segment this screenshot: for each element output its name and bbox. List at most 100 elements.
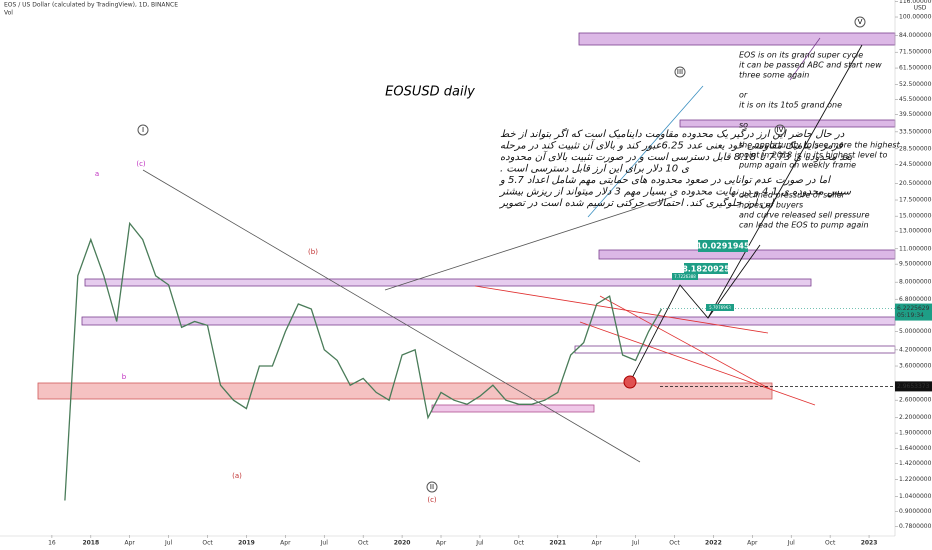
zones <box>37 32 896 413</box>
english-note-line: can lead the EOS to pump again <box>739 221 869 230</box>
y-tick-label: 6.8000000 <box>899 296 932 303</box>
x-tick-label: 2020 <box>394 540 411 547</box>
price-tag-text: 7.7226388 <box>674 274 696 279</box>
y-tick-label: 100.0000000 <box>899 14 932 21</box>
trendline <box>474 285 769 334</box>
zone <box>431 404 595 413</box>
y-tick-label: 1.6400000 <box>899 445 932 452</box>
price-tag-text: 5.7076963 <box>709 305 731 310</box>
y-tick-label: 1.2200000 <box>899 476 932 483</box>
y-tick-label: 52.5000000 <box>899 81 932 88</box>
trendlines <box>142 37 863 463</box>
y-tick-label: 61.5000000 <box>899 65 932 72</box>
x-tick-label: Oct <box>358 540 369 547</box>
y-tick-label: 20.5000000 <box>899 180 932 187</box>
price-tag <box>672 273 698 280</box>
x-tick-label: Apr <box>747 540 758 547</box>
x-tick-label: Jul <box>475 540 484 547</box>
wave-circle <box>674 66 686 78</box>
y-tick-label: 1.9000000 <box>899 430 932 437</box>
x-tick-label: Jul <box>631 540 640 547</box>
persian-note-line: سپس محدوده ی 4.1 و در نهایت محدوده ی بسی… <box>498 187 852 198</box>
last-price: 6.2225629 <box>897 305 930 312</box>
x-tick-label: Apr <box>591 540 602 547</box>
english-note-line: so <box>739 121 748 130</box>
y-tick-label: 45.5000000 <box>899 96 932 103</box>
zone <box>84 278 812 287</box>
y-tick-label: 13.0000000 <box>899 228 932 235</box>
wave-circle <box>426 481 438 493</box>
wave-circle <box>137 124 149 136</box>
y-tick-label: 84.0000000 <box>899 32 932 39</box>
english-note-line: EOS is on its grand super cycle <box>739 51 863 60</box>
price-tag <box>684 263 728 274</box>
wave-label: II <box>430 483 434 491</box>
price-tag-text: 10.0291945 <box>696 242 750 251</box>
y-tick-label: 3.6000000 <box>899 363 932 370</box>
english-note-line: point in 2018 is in its highest level to <box>738 151 887 160</box>
wave-circle <box>774 124 786 136</box>
persian-note-line: این ارز جلوگیری کند. احتمالات حرکتی ترسی… <box>498 197 775 209</box>
y-tick-label: 0.9000000 <box>899 508 932 515</box>
price-tag <box>698 240 748 252</box>
x-tick-label: Jul <box>787 540 796 547</box>
x-tick-label: Jul <box>320 540 329 547</box>
x-tick-label: 2021 <box>549 540 566 547</box>
price-line <box>64 221 663 501</box>
english-note-line: it can be passed ABC and start new <box>739 61 882 70</box>
wave-label: a <box>95 170 99 178</box>
persian-note-line: اما در صورت عدم توانایی در صعود محدوده ه… <box>498 175 831 186</box>
y-tick-label: 1.4200000 <box>899 460 932 467</box>
english-note-line: pump again on weekly frame <box>738 161 856 170</box>
y-tick-label: 116.0000000 <box>899 0 932 5</box>
wave-label: III <box>677 68 683 76</box>
wave-label: I <box>142 126 144 134</box>
y-tick-label: 2.2000000 <box>899 414 932 421</box>
english-note-line: and curve released sell pressure <box>739 211 870 220</box>
y-tick-label: 33.5000000 <box>899 128 932 135</box>
wave-labels: I II III IV V (a) (b) (c) (c) a b <box>95 16 866 504</box>
wave-label: (c) <box>427 496 437 504</box>
zone <box>578 32 896 46</box>
volume-label: Vol <box>4 10 13 17</box>
english-note-line: it is on its 1to5 grand one <box>739 101 842 110</box>
zone <box>37 382 773 400</box>
wave-label: V <box>858 18 863 26</box>
trendline <box>384 196 673 291</box>
y-tick-label: 4.2000000 <box>899 346 932 353</box>
persian-note-line: ی 10 دلار برای این ارز قابل دسترسی است . <box>500 164 689 175</box>
persian-note-line: بعد محدوده ی 7.73 تا 8.18 قابل دسترسی اس… <box>500 150 853 163</box>
y-tick-label: 71.5000000 <box>899 49 932 56</box>
price-tags: 10.0291945 8.1820925 7.7226388 5.7076963 <box>672 240 750 311</box>
trendline <box>579 321 816 406</box>
y-tick-label: 24.5000000 <box>899 161 932 168</box>
persian-note-line: در حال حاضر این ارز درگیر یک محدوده مقاو… <box>500 128 845 140</box>
x-tick-label: 2023 <box>861 540 878 547</box>
heading: EOSUSD daily <box>385 85 475 100</box>
price-tag <box>706 304 734 311</box>
english-note-line: three some again <box>739 71 809 80</box>
projection <box>629 244 761 383</box>
trendline <box>142 169 641 463</box>
x-tick-label: Oct <box>669 540 680 547</box>
x-tick-label: 2019 <box>238 540 255 547</box>
zone <box>679 119 896 128</box>
y-tick-label: 15.0000000 <box>899 213 932 220</box>
x-tick-label: Apr <box>436 540 447 547</box>
english-note-line: or <box>739 91 748 100</box>
y-tick-label: 11.0000000 <box>899 245 932 252</box>
x-tick-label: 2018 <box>82 540 99 547</box>
y-tick-label: 9.5000000 <box>899 261 932 268</box>
y-tick-label: 28.5000000 <box>899 145 932 152</box>
arrow <box>587 85 704 218</box>
english-note-line: hopes of buyers <box>739 201 803 210</box>
marked-price-box <box>895 381 932 392</box>
projection <box>707 44 863 319</box>
x-tick-label: Jul <box>164 540 173 547</box>
x-tick-label: Oct <box>202 540 213 547</box>
x-tick-label: Apr <box>125 540 136 547</box>
x-tick-label: Apr <box>280 540 291 547</box>
y-tick-label: 8.0000000 <box>899 279 932 286</box>
